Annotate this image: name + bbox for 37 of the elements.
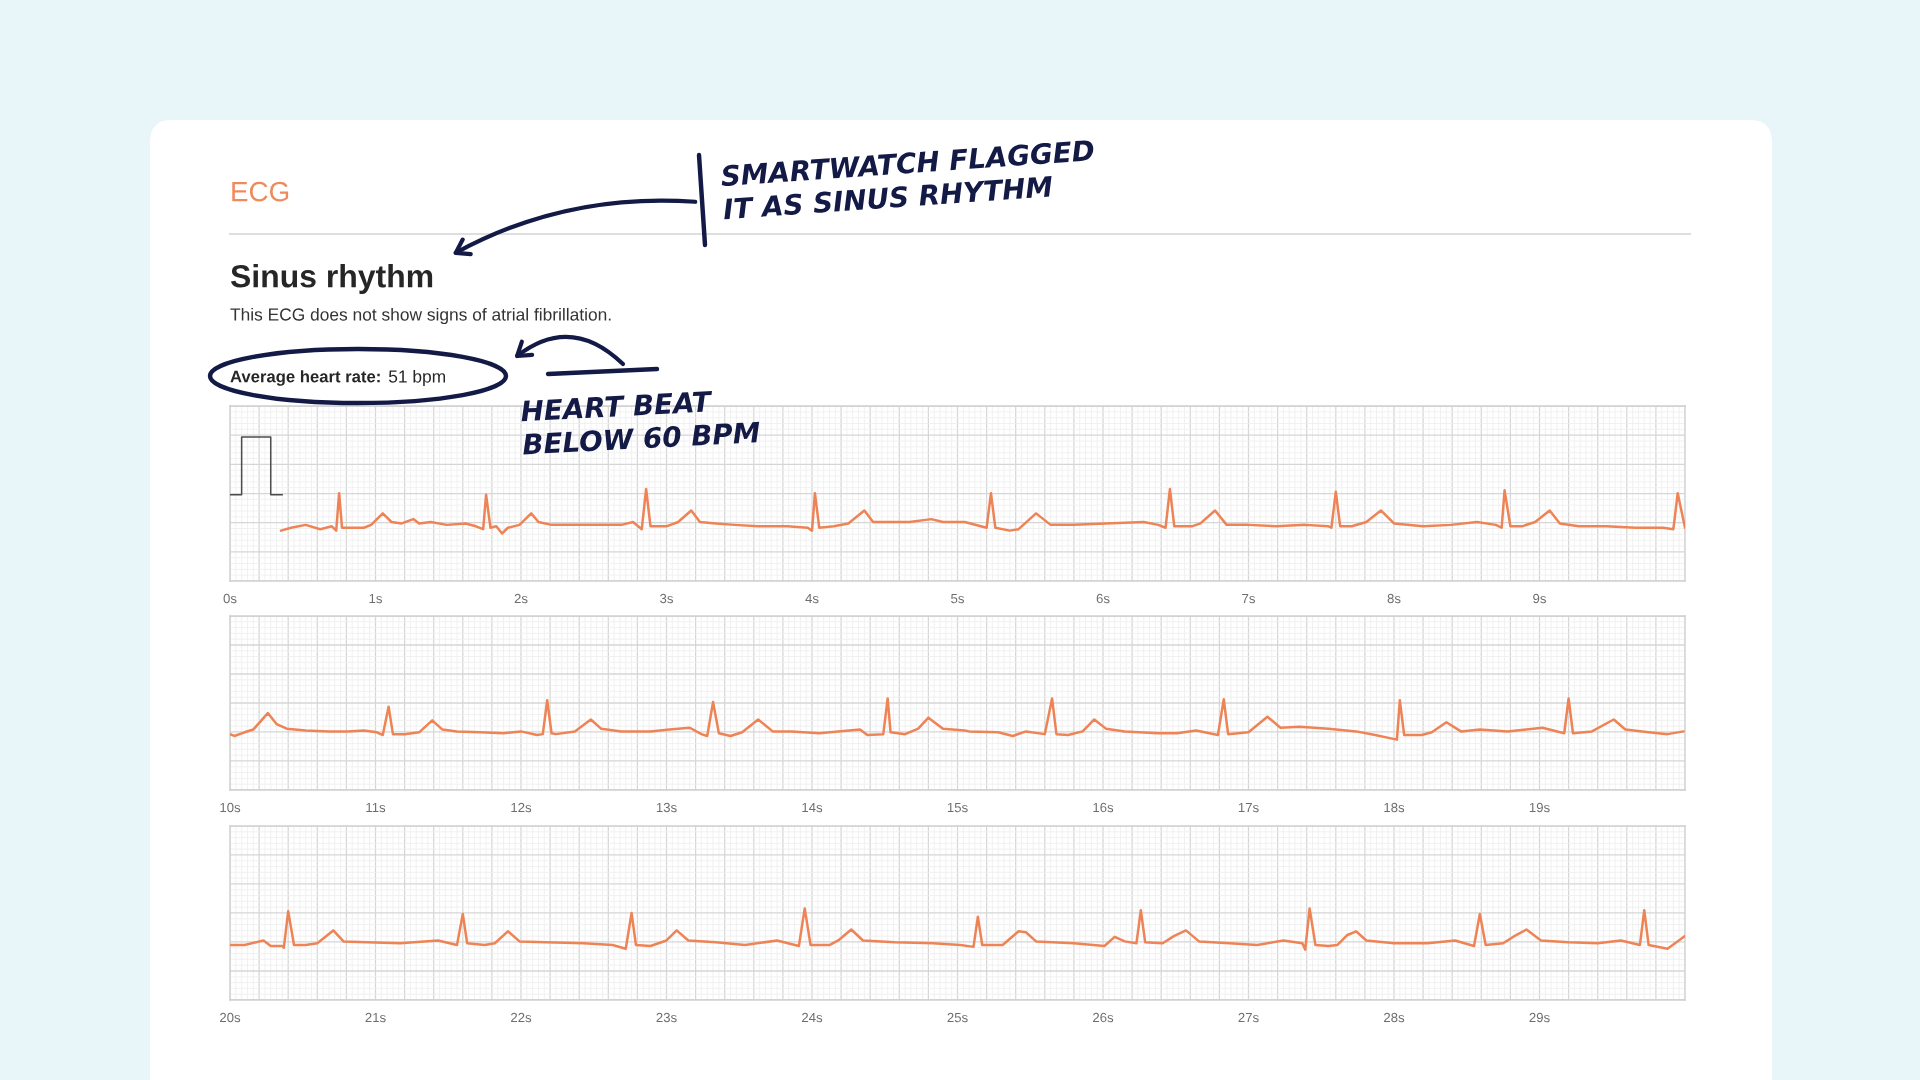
- text: 51 bpm: [388, 369, 446, 387]
- x-tick-label: 13s: [656, 802, 677, 813]
- annotation: HEART BEAT BELOW 60 BPM: [520, 391, 761, 455]
- x-tick-label: 0s: [223, 593, 237, 604]
- x-tick-label: 14s: [802, 802, 823, 813]
- x-tick-label: 26s: [1093, 1012, 1114, 1023]
- x-tick-label: 16s: [1093, 802, 1114, 813]
- x-tick-label: 12s: [511, 802, 532, 813]
- x-tick-label: 9s: [1533, 593, 1546, 604]
- x-tick-label: 7s: [1242, 593, 1255, 604]
- x-tick-label: 28s: [1384, 1012, 1405, 1023]
- x-tick-label: 5s: [951, 593, 964, 604]
- x-tick-label: 6s: [1096, 593, 1110, 604]
- x-tick-label: 23s: [656, 1012, 677, 1023]
- text: SMARTWATCH FLAGGED IT AS SINUS RHYTHM: [720, 139, 1095, 220]
- chart-title: Sinus rhythm: [230, 264, 433, 294]
- x-tick-label: 15s: [947, 802, 968, 813]
- x-tick-label: 1s: [369, 593, 382, 604]
- x-tick-label: 8s: [1387, 593, 1401, 604]
- x-tick-label: 3s: [660, 593, 673, 604]
- x-tick-label: 24s: [802, 1012, 823, 1023]
- x-tick-label: 2s: [514, 593, 528, 604]
- x-tick-label: 10s: [220, 802, 241, 813]
- x-tick-label: 21s: [365, 1012, 386, 1023]
- x-tick-label: 20s: [220, 1012, 241, 1023]
- text: Average heart rate:: [230, 370, 380, 386]
- chart-subtitle: This ECG does not show signs of atrial fibrillation.: [230, 307, 611, 325]
- x-tick-label: 19s: [1529, 802, 1550, 813]
- x-tick-label: 11s: [366, 802, 386, 813]
- x-tick-label: 17s: [1238, 802, 1259, 813]
- x-tick-label: 29s: [1529, 1012, 1550, 1023]
- x-tick-label: 27s: [1238, 1012, 1259, 1023]
- x-tick-label: 4s: [805, 593, 819, 604]
- text: ECG: [232, 181, 289, 202]
- x-tick-label: 18s: [1384, 802, 1405, 813]
- x-tick-label: 25s: [947, 1012, 968, 1023]
- x-tick-label: 22s: [511, 1012, 532, 1023]
